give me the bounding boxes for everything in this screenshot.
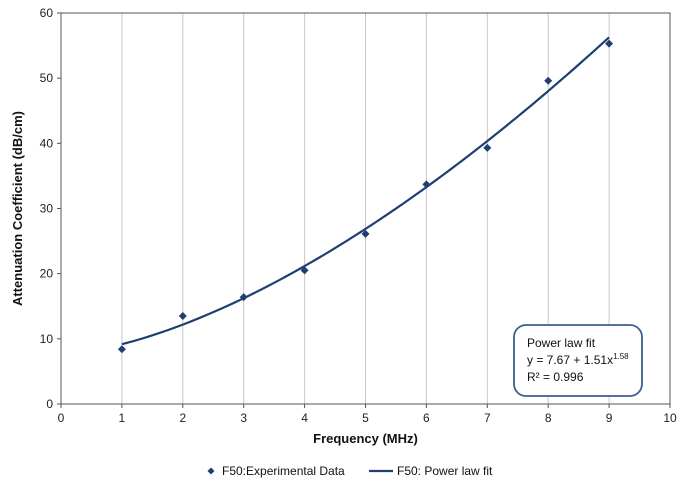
equation-main: y = 7.67 + 1.51x (527, 353, 613, 367)
x-tick-label: 9 (606, 411, 613, 425)
legend-label-fit: F50: Power law fit (397, 464, 493, 478)
x-tick-label: 5 (362, 411, 369, 425)
data-point (178, 312, 187, 321)
grid-lines (121, 13, 610, 404)
x-tick-label: 7 (484, 411, 491, 425)
y-axis-title: Attenuation Coefficient (dB/cm) (10, 111, 25, 306)
fit-annotation-box: Power law fit y = 7.67 + 1.51x1.58 R² = … (513, 324, 643, 397)
legend-label-experimental: F50:Experimental Data (222, 464, 345, 478)
x-axis-ticks: 0 1 2 3 4 5 6 7 8 9 10 (58, 404, 677, 425)
x-tick-label: 10 (663, 411, 677, 425)
annotation-title: Power law fit (527, 336, 596, 350)
equation-exponent: 1.58 (613, 352, 629, 361)
x-tick-label: 1 (119, 411, 126, 425)
y-tick-label: 40 (40, 136, 54, 150)
data-point (361, 229, 370, 238)
y-tick-label: 0 (46, 397, 53, 411)
data-point (239, 293, 248, 302)
x-tick-label: 0 (58, 411, 65, 425)
annotation-r-squared: R² = 0.996 (527, 370, 584, 384)
x-tick-label: 4 (301, 411, 308, 425)
data-point (422, 180, 431, 189)
y-axis-ticks: 0 10 20 30 40 50 60 (40, 6, 61, 411)
x-tick-label: 6 (423, 411, 430, 425)
y-tick-label: 30 (40, 202, 54, 216)
data-point (483, 143, 492, 152)
legend: F50:Experimental Data F50: Power law fit (207, 464, 493, 478)
y-tick-label: 60 (40, 6, 54, 20)
x-tick-label: 2 (179, 411, 186, 425)
y-tick-label: 50 (40, 71, 54, 85)
data-point (117, 345, 126, 354)
annotation-equation: y = 7.67 + 1.51x1.58 (527, 352, 629, 367)
y-tick-label: 20 (40, 267, 54, 281)
data-point (605, 39, 614, 48)
x-axis-title: Frequency (MHz) (313, 431, 418, 446)
annotation-frame (513, 324, 643, 397)
data-point (544, 76, 553, 85)
x-tick-label: 3 (240, 411, 247, 425)
experimental-data-points (117, 39, 614, 354)
power-law-fit-line (121, 36, 610, 346)
legend-marker-diamond (207, 467, 215, 475)
x-tick-label: 8 (545, 411, 552, 425)
y-tick-label: 10 (40, 332, 54, 346)
data-point (300, 266, 309, 275)
